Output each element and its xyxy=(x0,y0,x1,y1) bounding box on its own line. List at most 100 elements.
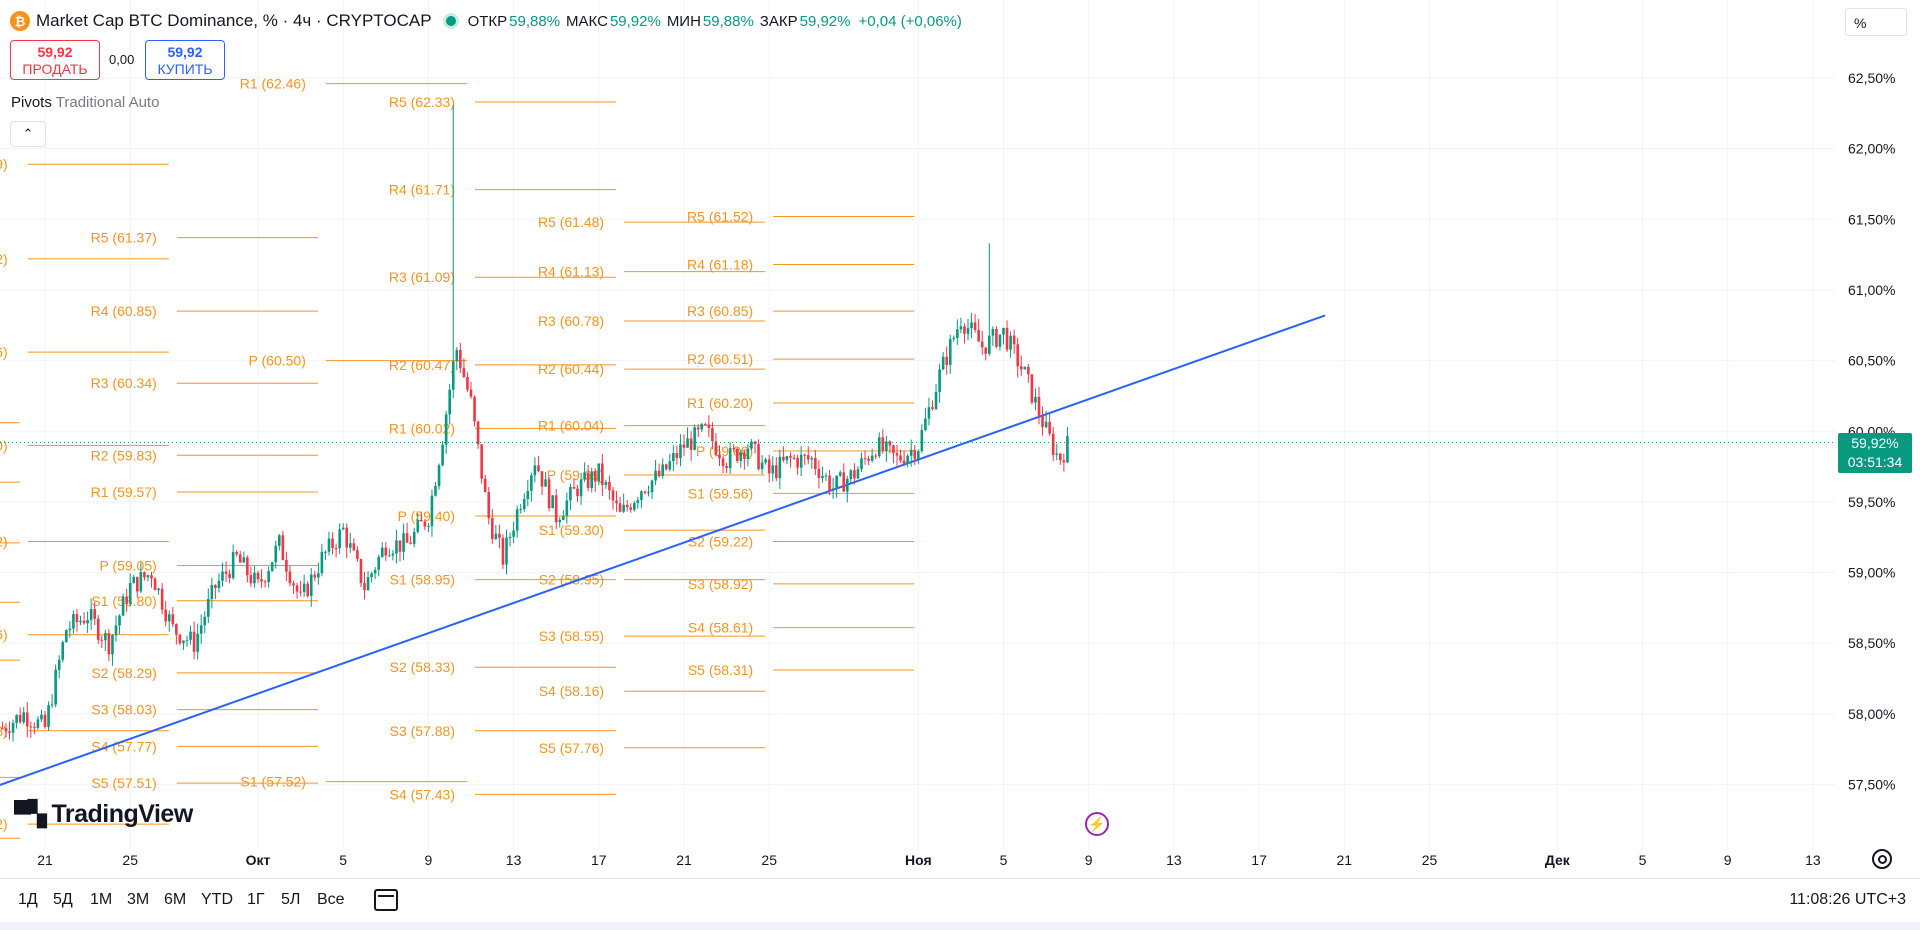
candle-body xyxy=(700,424,704,430)
lightning-icon[interactable]: ⚡ xyxy=(1085,812,1109,836)
candle-body xyxy=(725,466,728,469)
candle-body xyxy=(68,628,72,631)
candle-body xyxy=(796,457,799,468)
candle-body xyxy=(309,574,313,597)
candle-body xyxy=(324,551,327,553)
range-5y-button[interactable]: 5Л xyxy=(281,891,301,908)
candle-body xyxy=(682,444,686,448)
candle-body xyxy=(1002,327,1005,335)
candle-body xyxy=(956,329,959,338)
pivot-level-label: R3 (61.09) xyxy=(389,269,455,285)
candle-body xyxy=(590,471,593,489)
candle-body xyxy=(278,535,281,546)
range-1d-button[interactable]: 1Д xyxy=(18,891,38,908)
pivot-level-label: R3 (60.85) xyxy=(687,303,753,319)
pivot-level-label: R5 (61.89) xyxy=(0,156,8,172)
candle-body xyxy=(139,572,143,592)
range-3m-button[interactable]: 3М xyxy=(127,891,150,908)
gear-icon[interactable] xyxy=(1872,849,1892,869)
time-tick-label: 17 xyxy=(591,852,607,868)
symbol-header[interactable]: ₿ Market Cap BTC Dominance, % · 4ч · CRY… xyxy=(10,10,962,32)
candle-body xyxy=(721,458,725,467)
candle-body xyxy=(1044,421,1048,428)
candle-body xyxy=(54,669,57,705)
candle-body xyxy=(668,461,672,470)
pivot-level-label: R1 (59.57) xyxy=(91,484,157,500)
range-ytd-button[interactable]: YTD xyxy=(201,891,233,908)
candle-body xyxy=(476,421,480,445)
last-price-value: 59,92% xyxy=(1851,435,1899,451)
high-label: МАКС xyxy=(566,12,608,30)
candle-body xyxy=(828,475,831,491)
candle-body xyxy=(615,500,618,504)
candle-body xyxy=(203,616,207,626)
candle-body xyxy=(931,407,934,409)
pivot-level-label: S2 (59.22) xyxy=(688,533,753,549)
candle-body xyxy=(597,463,601,482)
candle-body xyxy=(551,495,554,509)
symbol-title[interactable]: Market Cap BTC Dominance, % · 4ч · CRYPT… xyxy=(36,11,432,30)
indicator-legend[interactable]: Pivots Traditional Auto xyxy=(11,94,159,111)
candle-body xyxy=(821,475,824,478)
candle-body xyxy=(1034,396,1037,403)
tradingview-logo[interactable]: ▀▚ TradingView xyxy=(14,800,193,829)
candle-body xyxy=(441,444,444,466)
time-tick-label: 5 xyxy=(1000,852,1008,868)
candle-body xyxy=(331,538,334,549)
range-1m-button[interactable]: 1М xyxy=(90,891,113,908)
candle-body xyxy=(224,571,228,574)
candle-body xyxy=(199,625,203,634)
candle-body xyxy=(370,573,373,578)
time-tick-label: 25 xyxy=(1422,852,1438,868)
candle-body xyxy=(132,576,136,584)
buy-button[interactable]: 59,92 КУПИТЬ xyxy=(145,40,225,80)
candle-body xyxy=(11,722,15,733)
pivot-level-label: R5 (61.37) xyxy=(91,230,157,246)
range-all-button[interactable]: Все xyxy=(317,891,345,908)
candle-body xyxy=(991,328,995,336)
price-tick-label: 61,50% xyxy=(1848,211,1895,227)
candle-body xyxy=(860,458,863,470)
bitcoin-icon: ₿ xyxy=(10,11,30,31)
pivot-level-label: R4 (61.22) xyxy=(0,251,8,267)
candle-body xyxy=(760,462,764,470)
sell-button[interactable]: 59,92 ПРОДАТЬ xyxy=(10,40,100,80)
candle-body xyxy=(185,639,189,641)
pivot-level-label: S1 (59.30) xyxy=(539,522,604,538)
clock-display[interactable]: 11:08:26 UTC+3 xyxy=(1789,891,1906,908)
candle-body xyxy=(579,479,583,497)
candle-body xyxy=(1037,396,1041,416)
range-5d-button[interactable]: 5Д xyxy=(53,891,73,908)
candle-body xyxy=(118,615,121,626)
pivot-level-label: P (59.40) xyxy=(398,508,455,524)
candle-body xyxy=(313,574,317,578)
pivot-level-label: S3 (58.03) xyxy=(91,702,156,718)
candle-body xyxy=(515,509,519,531)
candle-body xyxy=(125,596,128,604)
close-value: 59,92% xyxy=(799,12,851,30)
pivot-level-label: R1 (59.22) xyxy=(0,533,8,549)
trendline xyxy=(0,314,1326,787)
candle-body xyxy=(838,472,842,476)
market-status-icon[interactable] xyxy=(445,16,456,26)
pivot-level-label: S1 (57.52) xyxy=(241,774,306,790)
candle-body xyxy=(689,438,693,450)
calendar-icon[interactable] xyxy=(374,889,398,911)
price-unit-button[interactable]: % xyxy=(1845,8,1907,36)
candle-body xyxy=(906,455,909,464)
candle-body xyxy=(885,441,888,451)
price-chart[interactable]: R2 (60.06)R1 (59.64)P (59.21)S1 (58.79)S… xyxy=(0,0,1920,878)
candle-body xyxy=(657,470,661,476)
range-6m-button[interactable]: 6М xyxy=(164,891,187,908)
range-1y-button[interactable]: 1Г xyxy=(247,891,265,908)
candle-body xyxy=(739,452,743,461)
time-tick-label: Дек xyxy=(1545,852,1571,868)
candle-body xyxy=(260,579,263,582)
candle-body xyxy=(803,454,806,456)
candle-body xyxy=(1030,374,1034,403)
pivot-level-label: P (58.56) xyxy=(0,627,8,643)
indicator-params: Traditional Auto xyxy=(55,94,160,111)
collapse-legend-button[interactable]: ⌃ xyxy=(10,121,46,147)
candle-body xyxy=(235,552,238,555)
candle-body xyxy=(405,533,409,543)
